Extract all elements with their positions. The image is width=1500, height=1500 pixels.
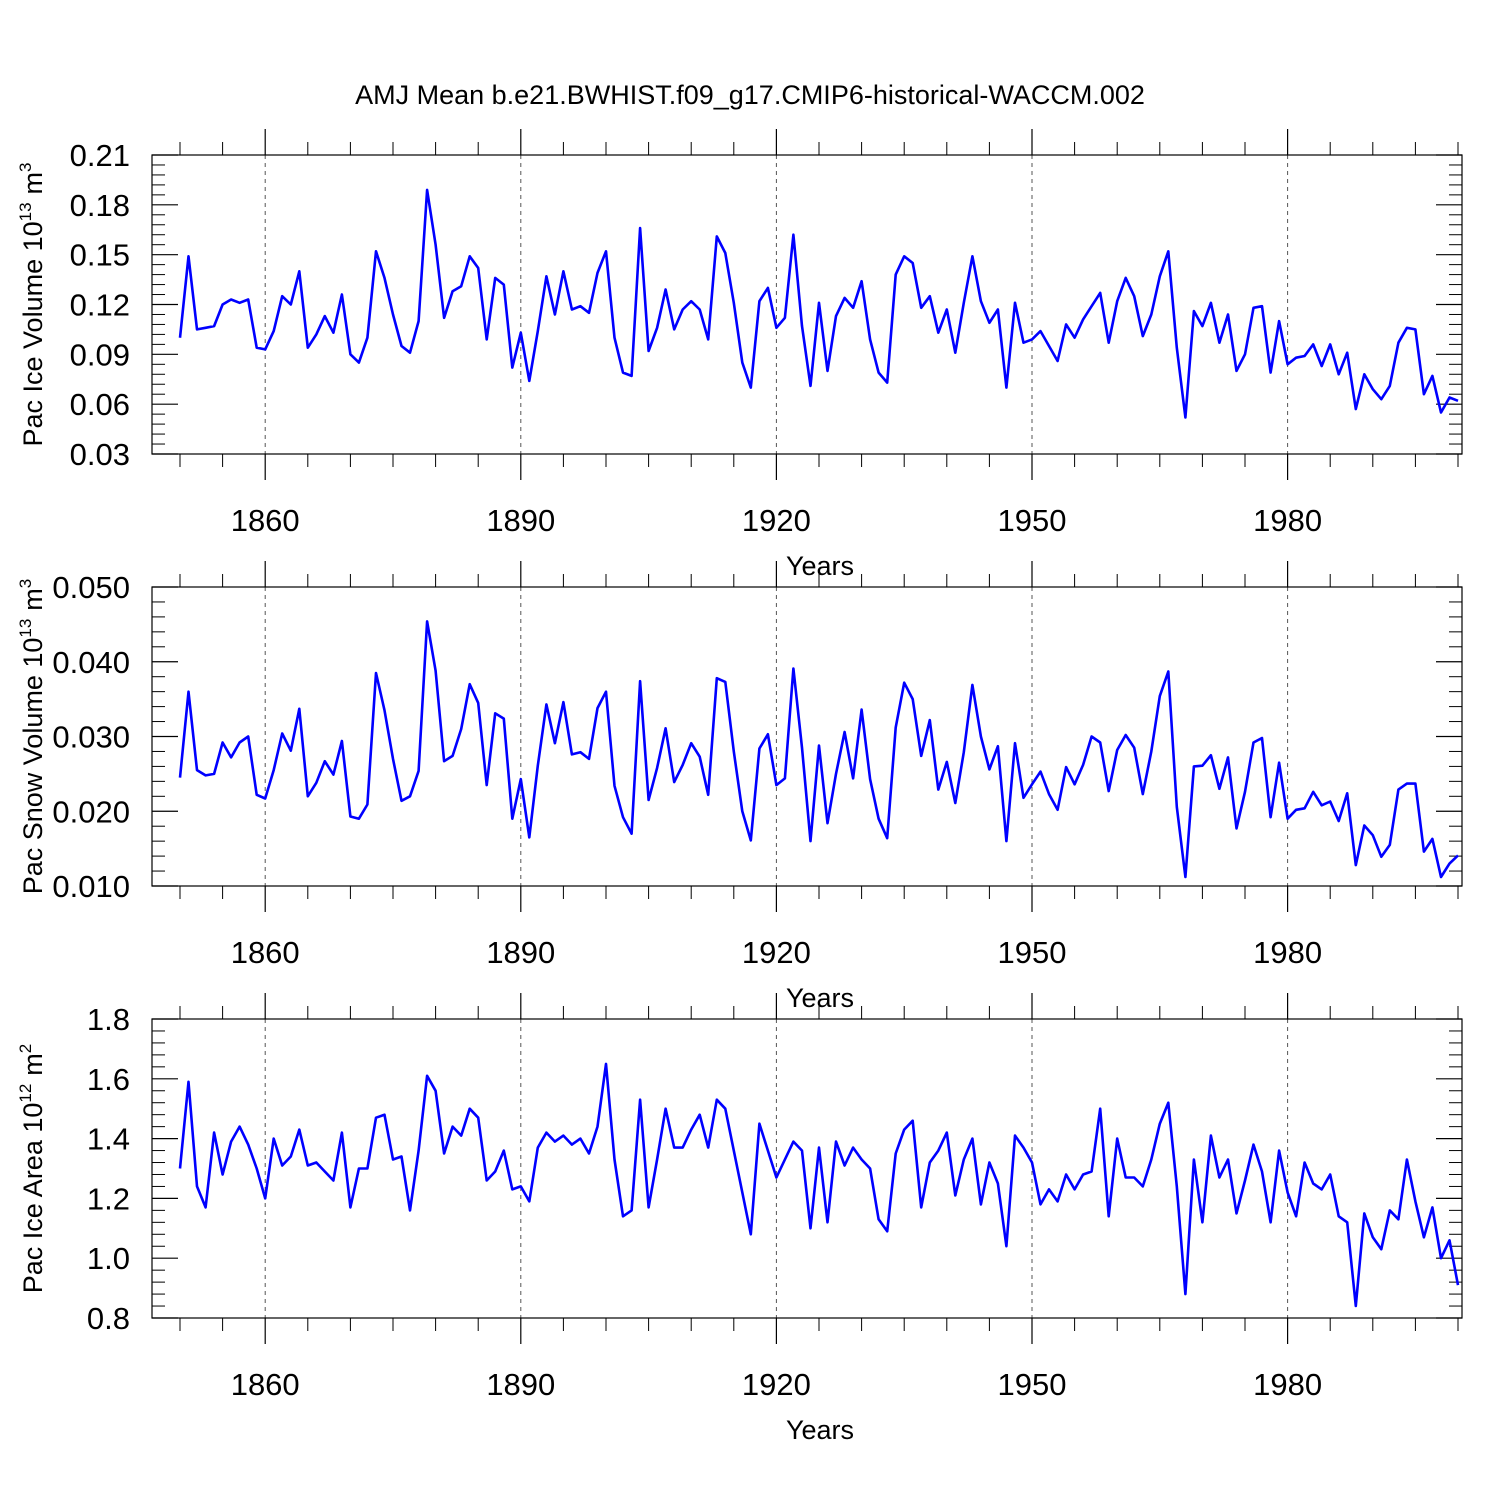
x-tick-label: 1980 <box>1253 503 1322 538</box>
series-line <box>178 620 1459 879</box>
y-tick-label: 0.03 <box>70 437 130 472</box>
y-tick-label: 0.010 <box>52 869 130 904</box>
y-axis-label-unit: m <box>18 1053 48 1076</box>
x-tick-label: 1890 <box>486 935 555 970</box>
x-tick-label: 1920 <box>742 503 811 538</box>
x-tick-label: 1980 <box>1253 935 1322 970</box>
y-axis-label-unit-exponent: 3 <box>16 579 35 588</box>
y-axis-label-unit-exponent: 3 <box>16 162 35 171</box>
y-axis-label-main: Pac Ice Volume 10 <box>18 221 48 446</box>
x-tick-label: 1920 <box>742 935 811 970</box>
plot-frame <box>151 586 1463 887</box>
y-tick-label: 1.6 <box>87 1062 130 1097</box>
y-axis-label-main: Pac Snow Volume 10 <box>18 638 48 895</box>
y-tick-label: 0.21 <box>70 138 130 173</box>
chart-panel-1: 0.03 0.06 0.09 0.12 0.15 0.18 0.21 1860 1890 1920… <box>16 129 1463 581</box>
y-axis-label: Pac Snow Volume 1013 m3 <box>16 579 48 895</box>
x-tick-label: 1980 <box>1253 1367 1322 1402</box>
y-axis-label-unit: m <box>18 588 48 611</box>
y-tick-label: 0.050 <box>52 570 130 605</box>
y-tick-label: 0.06 <box>70 387 130 422</box>
y-axis-label-unit-exponent: 2 <box>16 1044 35 1053</box>
y-tick-label: 1.0 <box>87 1241 130 1276</box>
y-axis-label-exponent: 12 <box>16 1084 35 1103</box>
series-line <box>178 188 1459 419</box>
y-tick-label: 0.09 <box>70 337 130 372</box>
chart-panel-2: 0.010 0.020 0.030 0.040 0.050 1860 1890 1920 195… <box>16 561 1463 1013</box>
y-axis-label-unit: m <box>18 172 48 195</box>
y-tick-label: 0.12 <box>70 288 130 323</box>
plot-frame <box>151 1018 1463 1319</box>
y-tick-label: 0.18 <box>70 188 130 223</box>
y-axis-label-exponent: 13 <box>16 202 35 221</box>
page-title: AMJ Mean b.e21.BWHIST.f09_g17.CMIP6-hist… <box>355 80 1145 110</box>
x-tick-label: 1860 <box>231 935 300 970</box>
y-tick-label: 1.8 <box>87 1002 130 1037</box>
y-axis-label: Pac Ice Volume 1013 m3 <box>16 162 48 446</box>
x-tick-label: 1920 <box>742 1367 811 1402</box>
y-tick-label: 0.8 <box>87 1301 130 1336</box>
y-tick-label: 0.020 <box>52 794 130 829</box>
x-tick-label: 1860 <box>231 1367 300 1402</box>
x-axis-label: Years <box>786 983 854 1013</box>
y-tick-label: 0.030 <box>52 720 130 755</box>
x-tick-label: 1860 <box>231 503 300 538</box>
x-tick-label: 1950 <box>998 935 1067 970</box>
y-axis-label: Pac Ice Area 1012 m2 <box>16 1044 48 1294</box>
y-tick-label: 1.4 <box>87 1122 130 1157</box>
y-tick-label: 0.040 <box>52 645 130 680</box>
x-tick-label: 1890 <box>486 503 555 538</box>
y-tick-label: 0.15 <box>70 238 130 273</box>
series-line <box>178 1062 1460 1308</box>
x-axis-label: Years <box>786 1415 854 1445</box>
chart-panel-3: 0.8 1.0 1.2 1.4 1.6 1.8 1860 1890 1920 1950 1980 Ye… <box>16 993 1463 1445</box>
y-axis-label-main: Pac Ice Area 10 <box>18 1103 48 1294</box>
x-tick-label: 1950 <box>998 503 1067 538</box>
y-tick-label: 1.2 <box>87 1181 130 1216</box>
x-tick-label: 1890 <box>486 1367 555 1402</box>
x-axis-label: Years <box>786 551 854 581</box>
y-axis-label-exponent: 13 <box>16 619 35 638</box>
x-tick-label: 1950 <box>998 1367 1067 1402</box>
plot-frame <box>151 154 1463 455</box>
